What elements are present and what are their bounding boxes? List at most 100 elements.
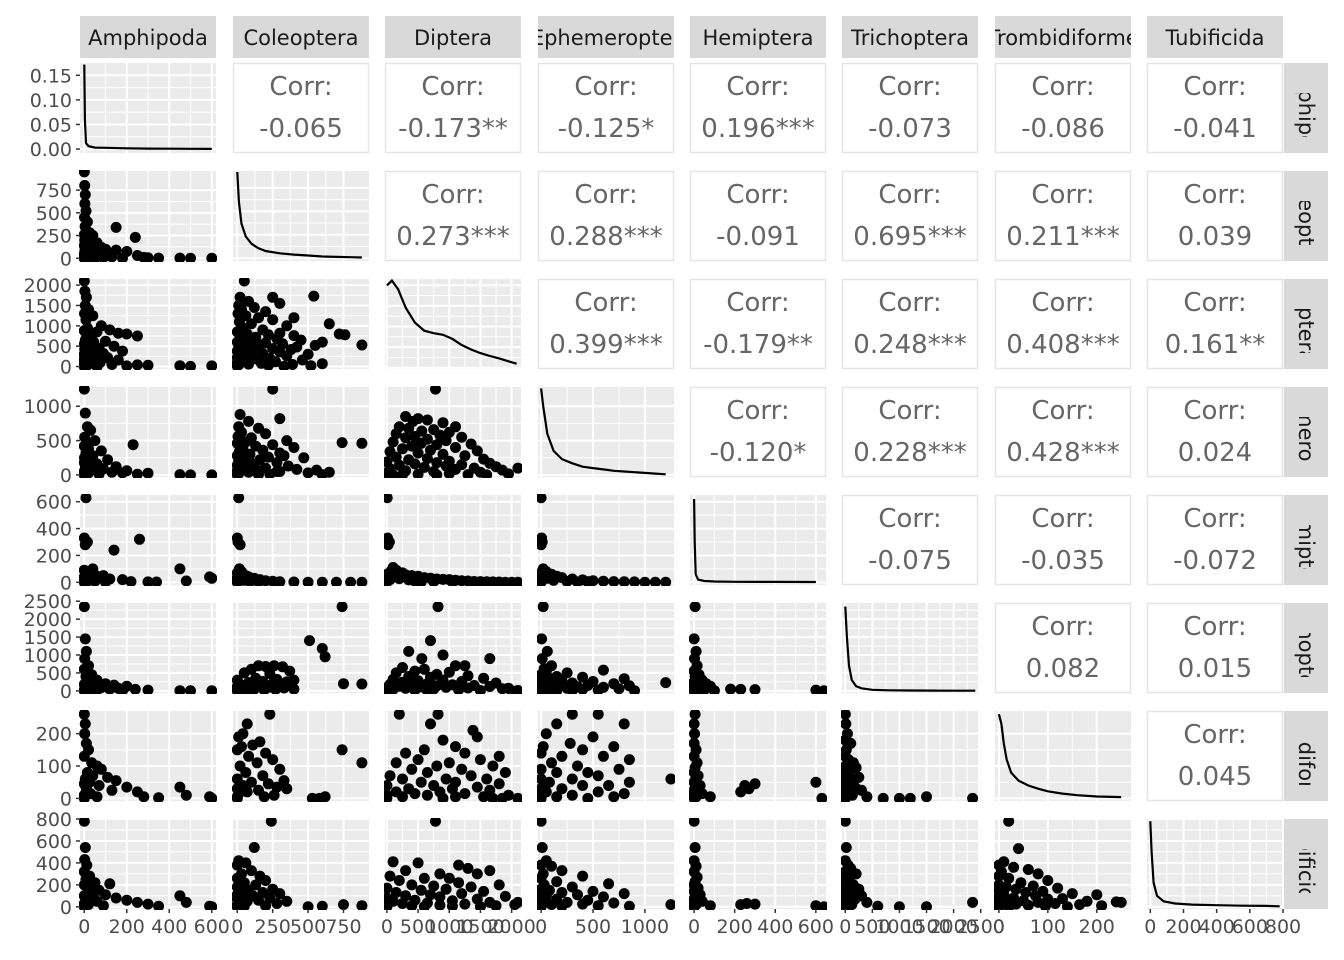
scatter-point	[185, 685, 196, 694]
scatter-point	[689, 718, 700, 730]
corr-value: 0.024	[1178, 438, 1252, 468]
y-tick-label: 200	[36, 724, 72, 746]
scatter-point	[577, 898, 589, 910]
scatter-point	[689, 818, 700, 827]
scatter-point	[904, 792, 916, 802]
corr-value: 0.228***	[853, 438, 966, 468]
x-tick-label: 2000	[487, 916, 535, 938]
scatter-point	[79, 602, 90, 613]
corr-label: Corr:	[726, 72, 789, 102]
scatter-panel-trombidiformes-coleoptera	[232, 710, 369, 802]
scatter-point	[298, 452, 310, 464]
scatter-point	[278, 450, 290, 462]
scatter-point	[1013, 843, 1024, 855]
scatter-point	[597, 664, 609, 676]
scatter-point	[462, 682, 474, 694]
scatter-point	[232, 360, 243, 370]
scatter-point	[232, 576, 243, 586]
scatter-point	[1027, 880, 1039, 892]
scatter-point	[546, 757, 557, 769]
density-curve	[844, 606, 976, 692]
scatter-point	[79, 180, 91, 191]
scatter-point	[79, 792, 90, 802]
corr-label: Corr:	[726, 180, 789, 210]
scatter-panel-trichoptera-diptera	[384, 602, 522, 694]
scatter-point	[512, 896, 522, 908]
row-strip-labels: Amphipod Coleopter Diptera hemeropt Hemipter…	[1284, 63, 1328, 914]
scatter-point	[434, 891, 446, 903]
scatter-point	[487, 792, 499, 802]
scatter-point	[587, 731, 599, 743]
x-tick-label: 500	[854, 916, 890, 938]
scatter-point	[243, 358, 255, 370]
scatter-point	[281, 320, 293, 332]
scatter-panel-tubificida-ephemeroptera	[537, 818, 675, 910]
y-tick-label: 600	[36, 831, 72, 853]
scatter-point	[1010, 883, 1022, 895]
scatter-point	[323, 466, 335, 478]
scatter-point	[260, 428, 272, 440]
column-strip-amphipoda: Amphipoda	[80, 16, 216, 58]
x-tick-label: 0	[535, 916, 547, 938]
row-strip-label: Tubificida	[1294, 814, 1318, 914]
scatter-point	[704, 900, 716, 910]
scatter-point	[478, 672, 490, 684]
scatter-point	[281, 895, 293, 907]
scatter-point	[421, 789, 433, 801]
scatter-point	[117, 574, 128, 586]
scatter-point	[174, 781, 186, 793]
scatter-point	[257, 770, 269, 782]
scatter-point	[556, 865, 568, 877]
scatter-point	[387, 436, 399, 448]
x-tick-label: 400	[757, 916, 793, 938]
corr-panel-coleoptera-tubificida: Corr: 0.039	[1146, 170, 1284, 262]
scatter-point	[142, 467, 154, 478]
scatter-point	[153, 252, 165, 262]
scatter-point	[512, 462, 522, 474]
scatter-panel-trichoptera-amphipoda	[79, 602, 217, 694]
corr-label: Corr:	[421, 180, 484, 210]
scatter-point	[112, 327, 124, 339]
scatter-panel-trichoptera-coleoptera	[232, 602, 369, 694]
scatter-point	[319, 791, 331, 802]
y-tick-label: 0	[60, 248, 72, 270]
y-tick-label: 1000	[24, 316, 72, 338]
corr-panel-coleoptera-hemiptera: Corr: -0.091	[689, 170, 827, 262]
scatter-panel-tubificida-hemiptera	[689, 818, 827, 910]
scatter-point	[400, 682, 412, 694]
density-curve	[83, 64, 212, 150]
y-tick-label: 400	[36, 853, 72, 875]
scatter-point	[106, 784, 118, 796]
scatter-point	[967, 792, 979, 802]
row-strip-amphipoda: Amphipod	[1284, 63, 1328, 153]
scatter-point	[704, 791, 716, 802]
y-tick-label: 0.00	[30, 139, 72, 161]
scatter-point	[260, 747, 272, 759]
scatter-point	[304, 635, 315, 647]
scatter-point	[861, 896, 873, 908]
scatter-point	[456, 431, 468, 443]
y-tick-label: 400	[36, 519, 72, 541]
scatter-point	[608, 741, 620, 753]
scatter-point	[453, 877, 465, 889]
scatter-point	[629, 576, 640, 586]
scatter-point	[437, 649, 449, 661]
corr-label: Corr:	[574, 180, 637, 210]
scatter-point	[537, 685, 547, 694]
x-tick-label: 200	[717, 916, 753, 938]
corr-value: 0.211***	[1006, 222, 1119, 252]
scatter-point	[174, 469, 186, 478]
scatter-panel-tubificida-coleoptera	[232, 818, 369, 910]
scatter-point	[450, 741, 461, 753]
scatter-point	[418, 872, 430, 884]
scatter-point	[142, 898, 154, 910]
scatter-point	[281, 783, 293, 795]
corr-panel-diptera-trichoptera: Corr: 0.248***	[841, 278, 979, 370]
corr-label: Corr:	[574, 288, 637, 318]
scatter-point	[356, 757, 368, 769]
column-strip-tubificida: Tubificida	[1147, 16, 1283, 58]
row-strip-tubificida: Tubificida	[1284, 814, 1328, 914]
row-strip-label: richopter	[1294, 600, 1318, 696]
scatter-point	[690, 791, 702, 802]
scatter-point	[446, 576, 458, 586]
